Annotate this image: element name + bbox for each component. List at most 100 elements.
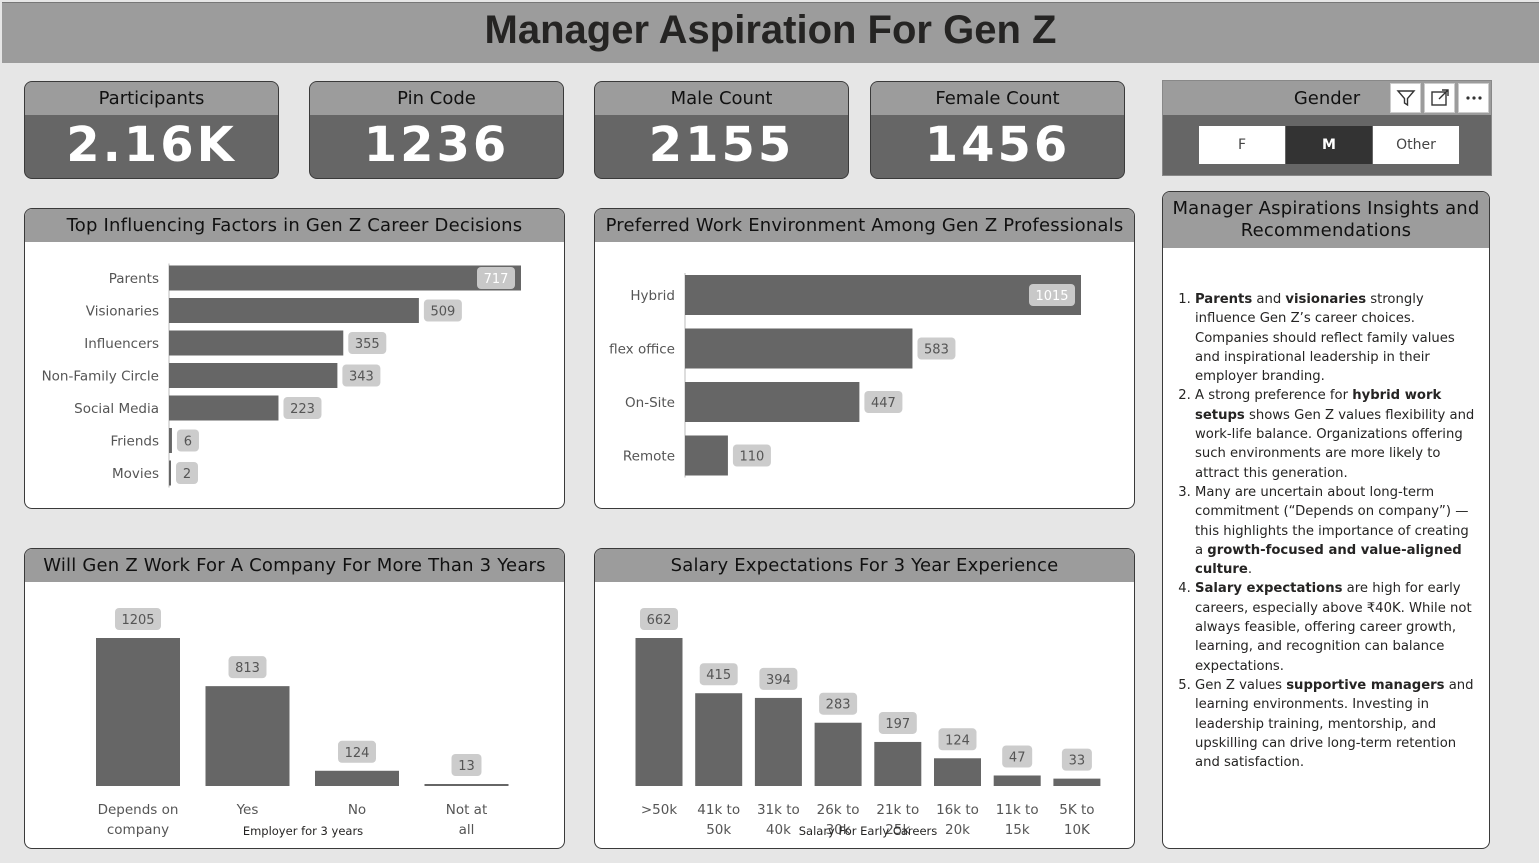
data-label-bg [759,667,798,690]
bar[interactable] [685,435,728,476]
bar[interactable] [169,265,521,291]
bar[interactable] [169,395,279,421]
chart-title: Will Gen Z Work For A Company For More T… [25,549,564,582]
insight-emphasis: growth-focused and value-aligned culture [1195,542,1462,578]
kpi-label: Female Count [871,82,1124,115]
slicer-option-f[interactable]: F [1199,126,1285,164]
kpi-value: 2155 [648,117,795,173]
bar[interactable] [424,784,509,786]
page-title: Manager Aspiration For Gen Z [484,8,1057,52]
insight-item: Salary expectations are high for early c… [1195,579,1477,675]
slicer-option-other[interactable]: Other [1373,126,1459,164]
bar[interactable] [635,638,683,786]
insight-emphasis: Salary expectations [1195,581,1343,597]
salary-chart: 662 >50k 415 41k to 50k 394 31k to 40k 283 26k to… [635,608,1101,838]
data-label-bg [477,267,515,289]
filter-icon[interactable] [1390,83,1421,113]
data-label-bg [115,608,161,630]
category-label: Influencers [84,336,159,352]
insight-emphasis: hybrid work setups [1195,388,1442,423]
bar[interactable] [169,363,338,388]
insight-emphasis: Parents [1195,292,1253,307]
kpi-value: 1456 [924,117,1071,173]
data-label: 6 [184,435,192,450]
data-label-bg [819,692,858,715]
bar[interactable] [315,770,399,786]
data-label-bg [423,299,462,322]
category-label: Visionaries [86,304,159,320]
influencing-factors-chart: Parents 717 Visionaries 509 Influencers 355 No… [42,263,521,488]
data-label-bg [283,397,322,419]
chart-title: Preferred Work Environment Among Gen Z P… [595,209,1134,242]
bar[interactable] [874,741,922,786]
insight-item: Gen Z values supportive managers and lea… [1195,676,1477,772]
panel-work-environment: Preferred Work Environment Among Gen Z P… [594,208,1135,509]
data-label-bg [1029,284,1075,306]
data-label-bg [878,711,917,734]
category-label: 5K to 10K [1059,802,1094,838]
category-label: On-Site [625,395,675,411]
bar[interactable] [993,775,1041,786]
data-label-bg [451,754,482,776]
insight-text: A strong preference for [1195,388,1353,404]
data-label: 343 [349,370,374,385]
data-label-bg [864,391,903,413]
bar[interactable] [1053,778,1101,786]
bar[interactable] [169,298,419,323]
category-label: 11k to 15k [996,802,1039,838]
category-label: flex office [609,342,675,358]
category-label: 16k to 20k [936,802,979,838]
data-label: 1015 [1035,289,1068,304]
gender-slicer[interactable]: Gender F M Other [1162,80,1492,176]
insight-text: and [1252,292,1286,307]
category-label: Movies [112,466,159,482]
bar[interactable] [685,382,860,422]
data-label: 662 [647,613,672,628]
data-label: 13 [458,759,475,774]
slicer-option-m[interactable]: M [1286,126,1372,164]
category-label: Hybrid [630,288,675,304]
data-label-bg [342,364,381,387]
kpi-card-female-count[interactable]: Female Count 1456 [870,81,1125,179]
data-label: 110 [740,450,765,465]
data-label: 197 [885,717,910,732]
data-label: 124 [345,746,370,761]
panel-insights: Manager Aspirations Insights and Recomme… [1162,191,1490,849]
insights-list: Parents and visionaries strongly influen… [1179,290,1477,772]
bar[interactable] [934,758,981,786]
category-label: Social Media [74,401,159,417]
data-label-bg [938,728,977,751]
kpi-card-pin-code[interactable]: Pin Code 1236 [309,81,564,179]
data-label: 1205 [121,613,154,628]
insight-text: Many are uncertain about long-term commi… [1195,484,1469,558]
data-label-bg [1002,745,1033,768]
bar[interactable] [96,638,180,786]
slicer-options: F M Other [1199,126,1460,164]
bar[interactable] [695,693,743,786]
kpi-card-participants[interactable]: Participants 2.16K [24,81,279,179]
bar[interactable] [169,428,172,453]
data-label: 33 [1069,754,1086,769]
bar[interactable] [169,460,171,486]
chart-title: Salary Expectations For 3 Year Experienc… [595,549,1134,582]
data-label: 813 [235,661,260,676]
bar[interactable] [814,722,862,786]
data-label: 355 [355,337,380,352]
category-label: Not at all [446,802,488,838]
insight-item: Many are uncertain about long-term commi… [1195,483,1477,579]
data-label-bg [348,332,387,354]
x-axis-title: Employer for 3 years [243,824,363,838]
tenure-chart: 1205 Depends on company 813 Yes 124 No 13 Not at… [96,608,509,838]
bar[interactable] [685,275,1081,315]
more-options-icon[interactable] [1458,83,1489,113]
bar[interactable] [685,328,913,369]
kpi-label: Male Count [595,82,848,115]
expand-icon[interactable] [1424,83,1455,113]
data-label-bg [176,429,199,452]
bar[interactable] [754,697,802,786]
panel-salary: Salary Expectations For 3 Year Experienc… [594,548,1135,849]
kpi-card-male-count[interactable]: Male Count 2155 [594,81,849,179]
bar[interactable] [169,330,344,356]
insight-emphasis: supportive managers [1286,677,1445,693]
bar[interactable] [205,686,290,786]
